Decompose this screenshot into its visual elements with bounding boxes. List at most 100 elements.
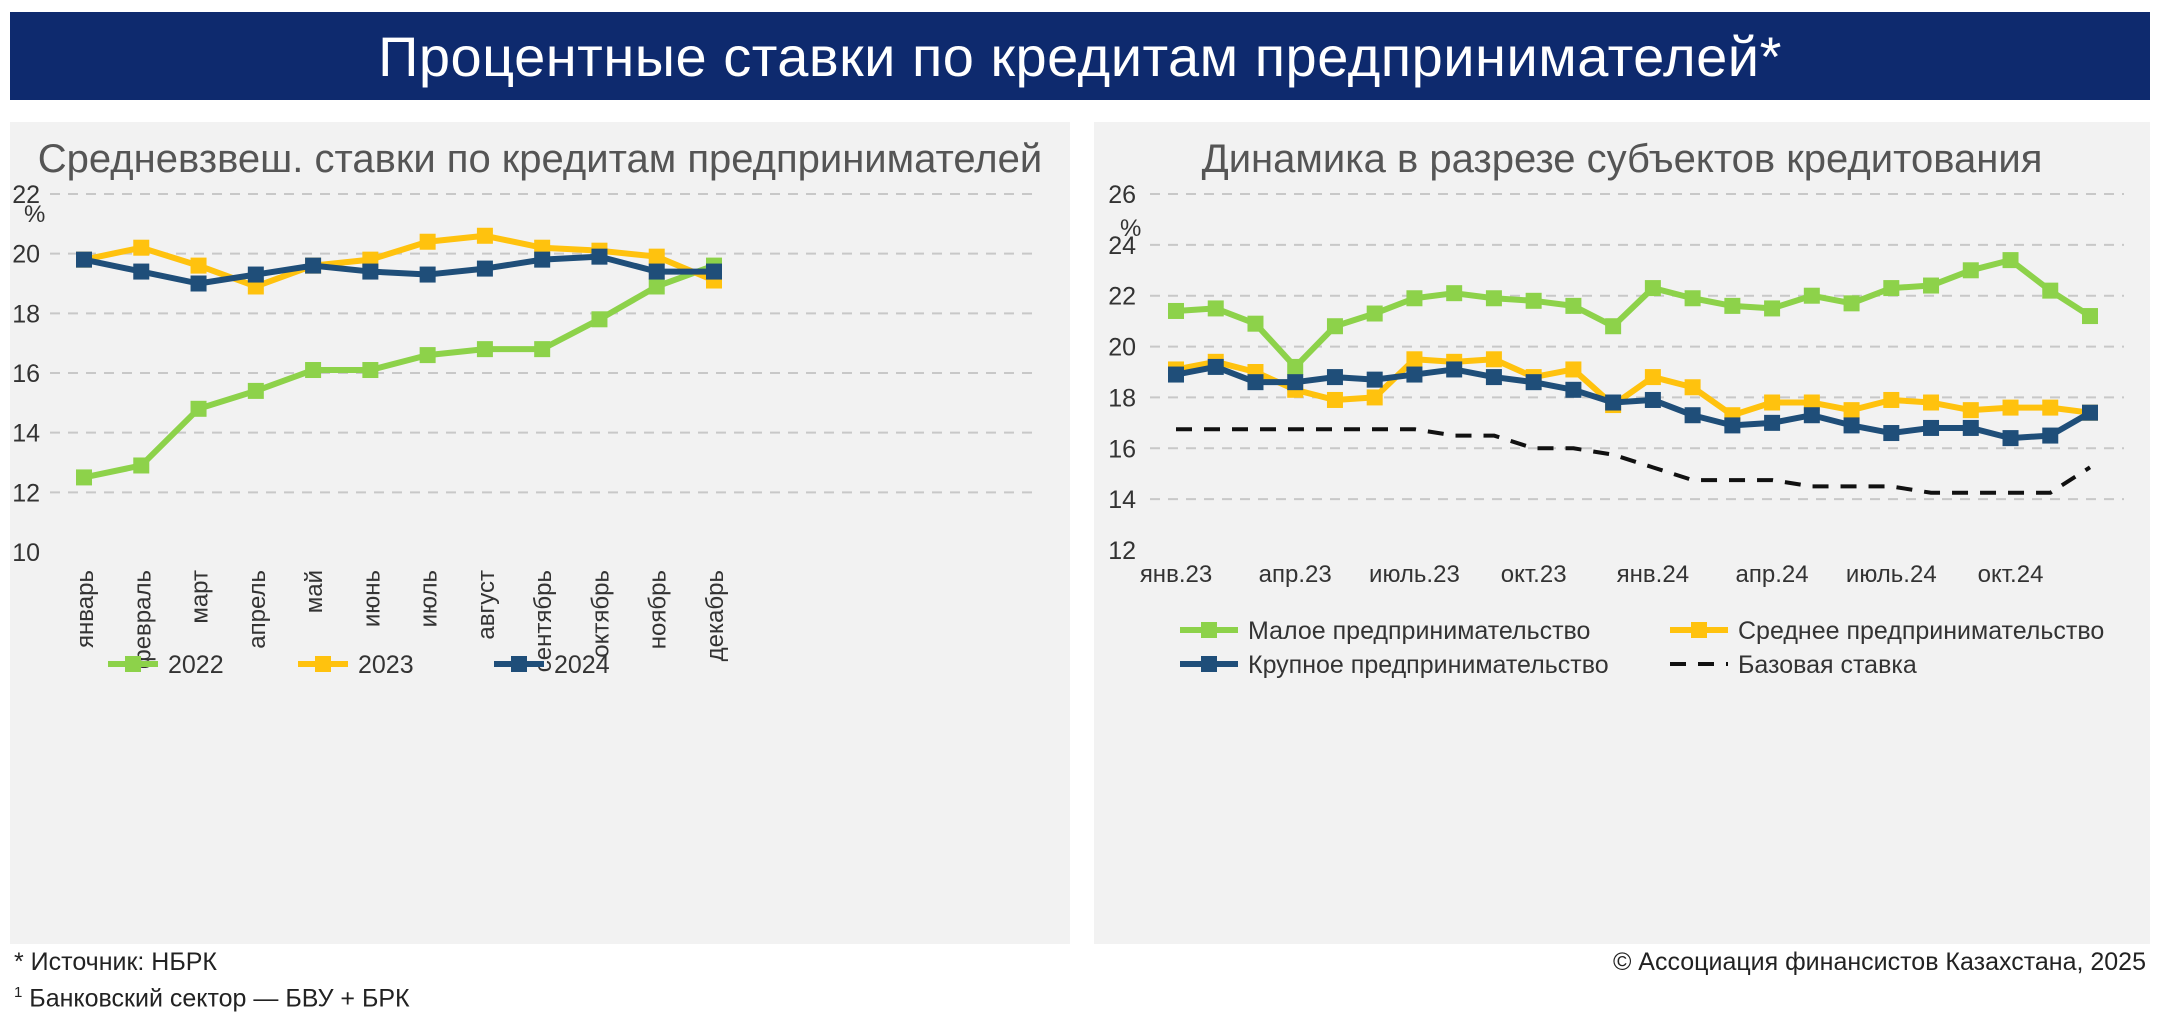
data-point [1485, 290, 1502, 307]
data-point [648, 263, 665, 280]
data-point [1565, 361, 1582, 378]
data-point [2042, 399, 2059, 416]
data-point [1446, 285, 1463, 302]
footnote-mark: 1 [14, 984, 23, 1001]
legend-swatch-marker [1201, 656, 1217, 672]
series-крупное-предпринимательство [1168, 358, 2098, 447]
data-point [1684, 290, 1701, 307]
data-point [1684, 379, 1701, 396]
y-tick-label: 12 [1108, 537, 1136, 565]
y-tick-label: 16 [1108, 435, 1136, 463]
x-tick-label: май [301, 570, 328, 613]
data-point [2002, 399, 2019, 416]
y-tick-label: 22 [12, 181, 40, 209]
data-point [1485, 351, 1502, 368]
data-point [1923, 277, 1940, 294]
page-banner: Процентные ставки по кредитам предприним… [10, 12, 2150, 100]
data-point [591, 311, 608, 328]
data-point [1644, 280, 1661, 297]
series-2024 [76, 248, 722, 292]
data-point [1962, 402, 1979, 419]
legend-item: Малое предпринимательство [1180, 617, 1590, 645]
y-tick-label: 16 [12, 360, 40, 388]
series-базовая-ставка [1176, 427, 2092, 495]
x-tick-label: окт.24 [1978, 561, 2044, 588]
legend-swatch-marker [125, 656, 141, 672]
series-line [83, 262, 716, 481]
x-tick-label: окт.23 [1501, 561, 1567, 588]
series-line [1175, 363, 2092, 442]
data-point [1644, 391, 1661, 408]
data-point [1843, 402, 1860, 419]
series-среднее-предпринимательство [1168, 351, 2098, 424]
data-point [1803, 407, 1820, 424]
x-tick-label: октябрь [587, 570, 614, 658]
data-point [1485, 369, 1502, 386]
footnote-source: * Источник: НБРК [14, 948, 217, 976]
series-line [83, 232, 716, 290]
data-point [476, 227, 493, 244]
data-point [1923, 419, 1940, 436]
legend-label: Малое предпринимательство [1248, 617, 1590, 645]
legend-item: Среднее предпринимательство [1670, 617, 2104, 645]
data-point [1764, 300, 1781, 317]
data-point [1803, 394, 1820, 411]
data-point [706, 263, 722, 280]
data-point [2082, 308, 2098, 325]
data-point [1406, 351, 1423, 368]
data-point [1366, 389, 1383, 406]
page-title: Процентные ставки по кредитам предприним… [378, 24, 1782, 88]
data-point [1247, 315, 1264, 332]
data-point [591, 248, 608, 265]
data-point [1644, 369, 1661, 386]
data-point [1883, 425, 1900, 442]
data-point [2002, 430, 2019, 447]
chart-title: Средневзвеш. ставки по кредитам предприн… [38, 137, 1042, 181]
data-point [362, 263, 379, 280]
legend-swatch-marker [1201, 622, 1217, 638]
legend-item: Крупное предпринимательство [1180, 651, 1609, 679]
series-2022 [76, 257, 722, 486]
data-point [1287, 374, 1304, 391]
data-point [305, 362, 322, 379]
legend-label: Крупное предпринимательство [1248, 651, 1609, 679]
data-point [1247, 374, 1264, 391]
data-point [190, 257, 207, 274]
data-point [1764, 414, 1781, 431]
data-point [1326, 369, 1343, 386]
data-point [2042, 427, 2059, 444]
legend-item: 2023 [298, 651, 414, 679]
y-tick-label: 14 [12, 420, 40, 448]
y-tick-label: 18 [1108, 384, 1136, 412]
data-point [1446, 361, 1463, 378]
data-point [419, 347, 436, 364]
x-tick-label: август [473, 570, 500, 640]
x-tick-label: июль.24 [1846, 561, 1937, 588]
series-line [1175, 356, 2091, 419]
y-tick-label: 20 [1108, 334, 1136, 362]
data-point [476, 260, 493, 277]
data-point [247, 266, 264, 283]
data-point [1326, 391, 1343, 408]
data-point [1962, 262, 1979, 279]
data-point [1565, 381, 1582, 398]
data-point [1605, 394, 1622, 411]
series-малое-предпринимательство [1168, 252, 2098, 375]
x-tick-label: апр.24 [1736, 561, 1809, 588]
data-point [1565, 297, 1582, 314]
chart-right: Динамика в разрезе субъектов кредитовани… [1108, 137, 2124, 679]
data-point [1525, 374, 1542, 391]
data-point [1326, 318, 1343, 335]
data-point [1684, 407, 1701, 424]
x-tick-label: сентябрь [530, 570, 557, 672]
data-point [1724, 417, 1741, 434]
data-point [1764, 394, 1781, 411]
y-tick-label: 20 [12, 241, 40, 269]
data-point [76, 251, 92, 268]
x-tick-label: февраль [129, 570, 156, 669]
x-tick-label: апрель [244, 570, 271, 649]
x-tick-label: янв.24 [1617, 561, 1689, 588]
data-point [1962, 419, 1979, 436]
data-point [1883, 391, 1900, 408]
data-point [247, 382, 264, 399]
